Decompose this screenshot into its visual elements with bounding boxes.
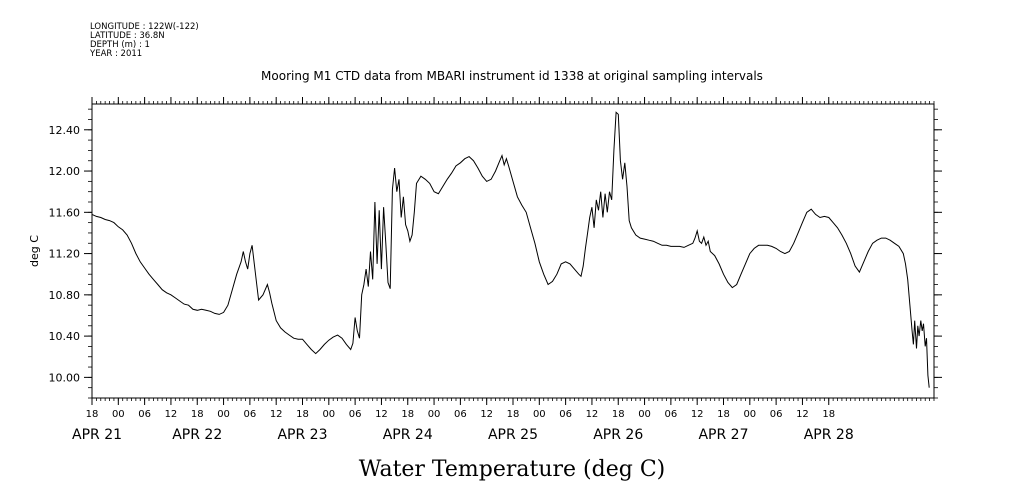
xtick-date-label: APR 24 bbox=[383, 427, 433, 443]
xtick-hour-label: 12 bbox=[691, 409, 704, 420]
xtick-hour-label: 06 bbox=[244, 409, 257, 420]
ytick-label: 11.20 bbox=[49, 248, 81, 261]
metadata-depth: DEPTH (m) : 1 bbox=[90, 40, 150, 50]
y-axis-label: deg C bbox=[28, 235, 41, 267]
xtick-hour-label: 00 bbox=[112, 409, 125, 420]
metadata-year: YEAR : 2011 bbox=[89, 49, 142, 59]
xtick-hour-label: 18 bbox=[86, 409, 99, 420]
chart-title: Mooring M1 CTD data from MBARI instrumen… bbox=[261, 69, 763, 83]
xtick-date-label: APR 28 bbox=[804, 427, 854, 443]
station-metadata: LONGITUDE : 122W(-122) LATITUDE : 36.8N … bbox=[89, 22, 199, 59]
xtick-date-label: APR 21 bbox=[72, 427, 122, 443]
xtick-hour-label: 00 bbox=[743, 409, 756, 420]
xtick-hour-label: 18 bbox=[507, 409, 520, 420]
xtick-hour-label: 12 bbox=[375, 409, 388, 420]
xtick-hour-label: 12 bbox=[165, 409, 178, 420]
xtick-hour-label: 06 bbox=[770, 409, 783, 420]
xtick-hour-label: 18 bbox=[191, 409, 204, 420]
xtick-hour-label: 06 bbox=[138, 409, 151, 420]
x-axis-hour-ticks: 18 00 06 12 18 00 06 12 18 00 06 12 18 00 06 12 18 00 06 12… bbox=[86, 97, 835, 420]
ytick-label: 10.00 bbox=[49, 371, 81, 384]
xtick-hour-label: 18 bbox=[822, 409, 835, 420]
metadata-longitude: LONGITUDE : 122W(-122) bbox=[90, 22, 199, 32]
metadata-latitude: LATITUDE : 36.8N bbox=[90, 31, 165, 41]
xtick-hour-label: 12 bbox=[270, 409, 283, 420]
xtick-hour-label: 00 bbox=[533, 409, 546, 420]
xtick-date-label: APR 22 bbox=[172, 427, 222, 443]
xtick-hour-label: 00 bbox=[638, 409, 651, 420]
bottom-title: Water Temperature (deg C) bbox=[359, 457, 666, 482]
ytick-label: 10.40 bbox=[49, 330, 81, 343]
xtick-hour-label: 00 bbox=[428, 409, 441, 420]
xtick-date-label: APR 27 bbox=[698, 427, 748, 443]
xtick-hour-label: 06 bbox=[559, 409, 572, 420]
xtick-hour-label: 18 bbox=[612, 409, 625, 420]
minor-ticks bbox=[88, 101, 938, 401]
xtick-hour-label: 06 bbox=[665, 409, 678, 420]
xtick-hour-label: 06 bbox=[454, 409, 467, 420]
xtick-date-label: APR 26 bbox=[593, 427, 643, 443]
xtick-hour-label: 12 bbox=[796, 409, 809, 420]
xtick-hour-label: 18 bbox=[401, 409, 414, 420]
ytick-label: 10.80 bbox=[49, 289, 81, 302]
xtick-hour-label: 06 bbox=[349, 409, 362, 420]
xtick-hour-label: 12 bbox=[480, 409, 493, 420]
xtick-hour-label: 12 bbox=[586, 409, 599, 420]
temperature-series-line bbox=[91, 111, 930, 388]
plot-frame bbox=[91, 103, 935, 399]
xtick-hour-label: 00 bbox=[322, 409, 335, 420]
xtick-hour-label: 00 bbox=[217, 409, 230, 420]
ytick-label: 12.40 bbox=[49, 124, 81, 137]
xtick-date-label: APR 23 bbox=[277, 427, 327, 443]
xtick-date-label: APR 25 bbox=[488, 427, 538, 443]
y-axis-ticks: 10.00 10.40 10.80 11.20 11.60 12.00 12.40 bbox=[49, 124, 942, 384]
xtick-hour-label: 18 bbox=[296, 409, 309, 420]
x-axis-date-ticks: APR 21 APR 22 APR 23 APR 24 APR 25 APR 26 APR … bbox=[72, 427, 854, 443]
ytick-label: 11.60 bbox=[49, 206, 81, 219]
ytick-label: 12.00 bbox=[49, 165, 81, 178]
xtick-hour-label: 18 bbox=[717, 409, 730, 420]
